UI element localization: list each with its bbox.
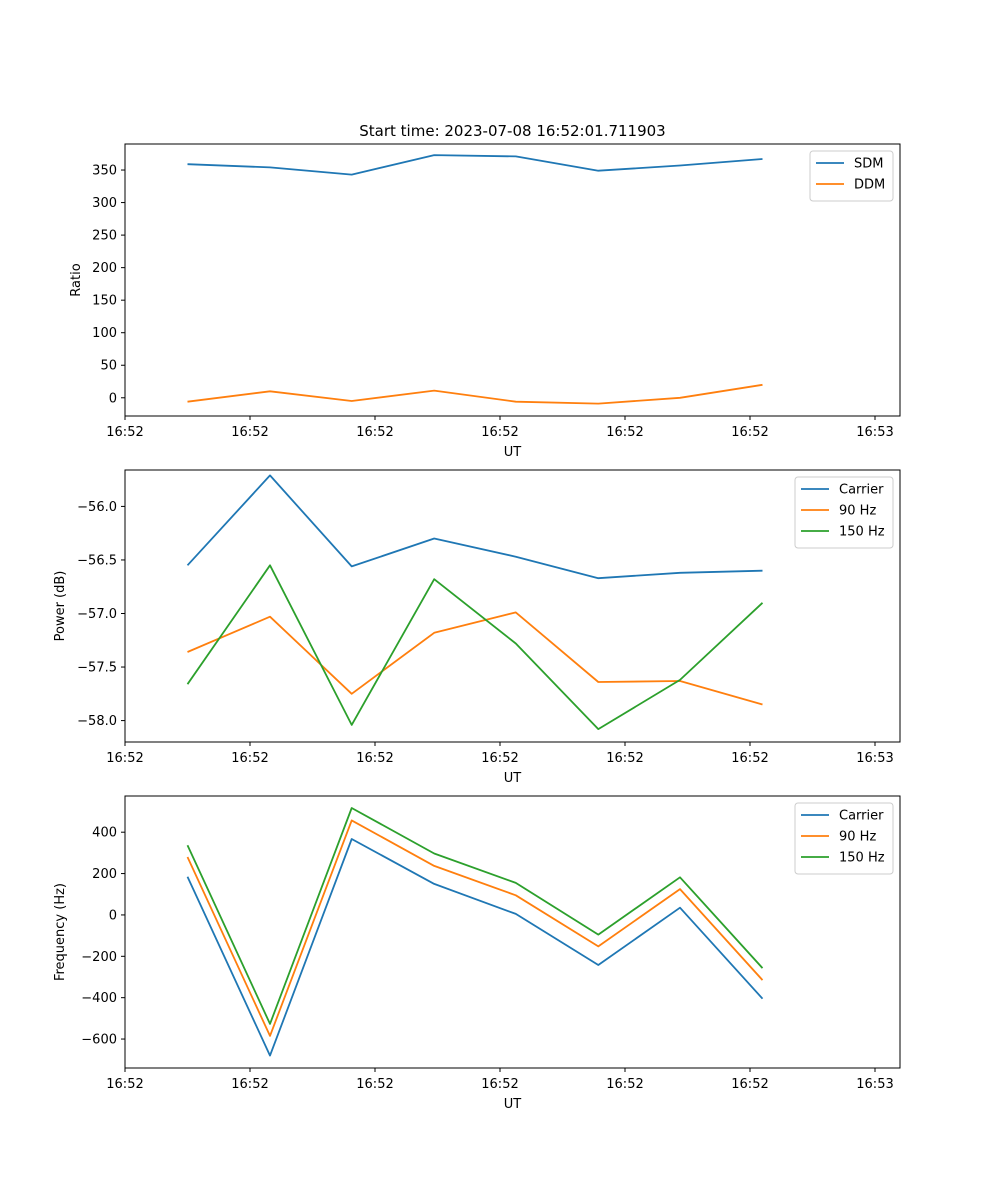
legend: Carrier 90 Hz 150 Hz: [794, 802, 894, 875]
x-tick-label: 16:52: [356, 425, 393, 440]
y-axis-label: Ratio: [69, 263, 84, 296]
legend-label: Carrier: [839, 809, 884, 824]
y-tick-label: 150: [92, 294, 117, 309]
x-tick-label: 16:52: [731, 1077, 768, 1092]
y-tick-label: −400: [81, 991, 117, 1006]
x-tick-label: 16:52: [356, 751, 393, 766]
x-tick-label: 16:53: [856, 751, 893, 766]
axes-frame: [124, 143, 901, 417]
x-tick-label: 16:52: [106, 1077, 143, 1092]
x-axis-label: UT: [504, 445, 522, 460]
chart-panel-1: 16:52 16:52 16:52 16:52 16:52 16:52 16:53 0 50 10…: [69, 143, 901, 460]
x-tick-label: 16:52: [481, 425, 518, 440]
y-tick-label: −57.5: [77, 661, 117, 676]
y-tick-label: −58.0: [77, 714, 117, 729]
series-line-90-hz: [187, 611, 763, 706]
y-tick-label: 400: [92, 826, 117, 841]
series-line-90-hz: [186, 819, 764, 1037]
y-tick-label: 300: [92, 196, 117, 211]
legend-label: SDM: [854, 157, 883, 172]
axes-frame: [124, 795, 901, 1069]
series-line-carrier: [186, 474, 763, 580]
x-tick-label: 16:52: [606, 1077, 643, 1092]
legend-label: DDM: [854, 178, 885, 193]
series-line-150-hz: [186, 807, 764, 1025]
axes-frame: [124, 469, 901, 743]
x-tick-label: 16:52: [481, 751, 518, 766]
x-tick-label: 16:53: [856, 425, 893, 440]
legend-label: 90 Hz: [839, 830, 876, 845]
y-tick-label: 200: [92, 867, 117, 882]
series-line-sdm: [187, 154, 763, 176]
x-tick-label: 16:52: [106, 751, 143, 766]
x-tick-label: 16:53: [856, 1077, 893, 1092]
y-tick-label: −56.5: [77, 553, 117, 568]
x-tick-label: 16:52: [731, 425, 768, 440]
legend-label: 90 Hz: [839, 504, 876, 519]
x-tick-label: 16:52: [231, 751, 268, 766]
x-tick-label: 16:52: [606, 425, 643, 440]
chart-panel-3: 16:52 16:52 16:52 16:52 16:52 16:52 16:53 −600 −…: [53, 795, 901, 1112]
y-tick-label: 100: [92, 326, 117, 341]
y-tick-label: −200: [81, 950, 117, 965]
y-axis-label: Frequency (Hz): [53, 883, 68, 981]
y-tick-label: 350: [92, 164, 117, 179]
legend-label: 150 Hz: [839, 851, 885, 866]
x-tick-label: 16:52: [606, 751, 643, 766]
series-line-carrier: [186, 838, 764, 1057]
y-tick-label: 0: [109, 391, 117, 406]
series-line-ddm: [187, 383, 763, 405]
y-tick-label: 0: [109, 908, 117, 923]
legend: Carrier 90 Hz 150 Hz: [794, 476, 894, 549]
x-axis-label: UT: [504, 771, 522, 786]
x-tick-label: 16:52: [106, 425, 143, 440]
x-tick-label: 16:52: [481, 1077, 518, 1092]
y-tick-label: 50: [100, 359, 117, 374]
legend: SDM DDM: [809, 150, 894, 202]
x-tick-label: 16:52: [231, 425, 268, 440]
x-axis-label: UT: [504, 1097, 522, 1112]
y-tick-label: −57.0: [77, 607, 117, 622]
legend-label: 150 Hz: [839, 525, 885, 540]
figure-title: Start time: 2023-07-08 16:52:01.711903: [359, 122, 665, 140]
y-axis-label: Power (dB): [53, 571, 68, 642]
x-tick-label: 16:52: [231, 1077, 268, 1092]
y-tick-label: 200: [92, 261, 117, 276]
x-tick-label: 16:52: [731, 751, 768, 766]
series-line-150-hz: [186, 564, 764, 730]
chart-panel-2: 16:52 16:52 16:52 16:52 16:52 16:52 16:53 −58.0…: [53, 469, 901, 786]
x-tick-label: 16:52: [356, 1077, 393, 1092]
legend-label: Carrier: [839, 483, 884, 498]
y-tick-label: −600: [81, 1033, 117, 1048]
y-tick-label: −56.0: [77, 500, 117, 515]
y-tick-label: 250: [92, 229, 117, 244]
